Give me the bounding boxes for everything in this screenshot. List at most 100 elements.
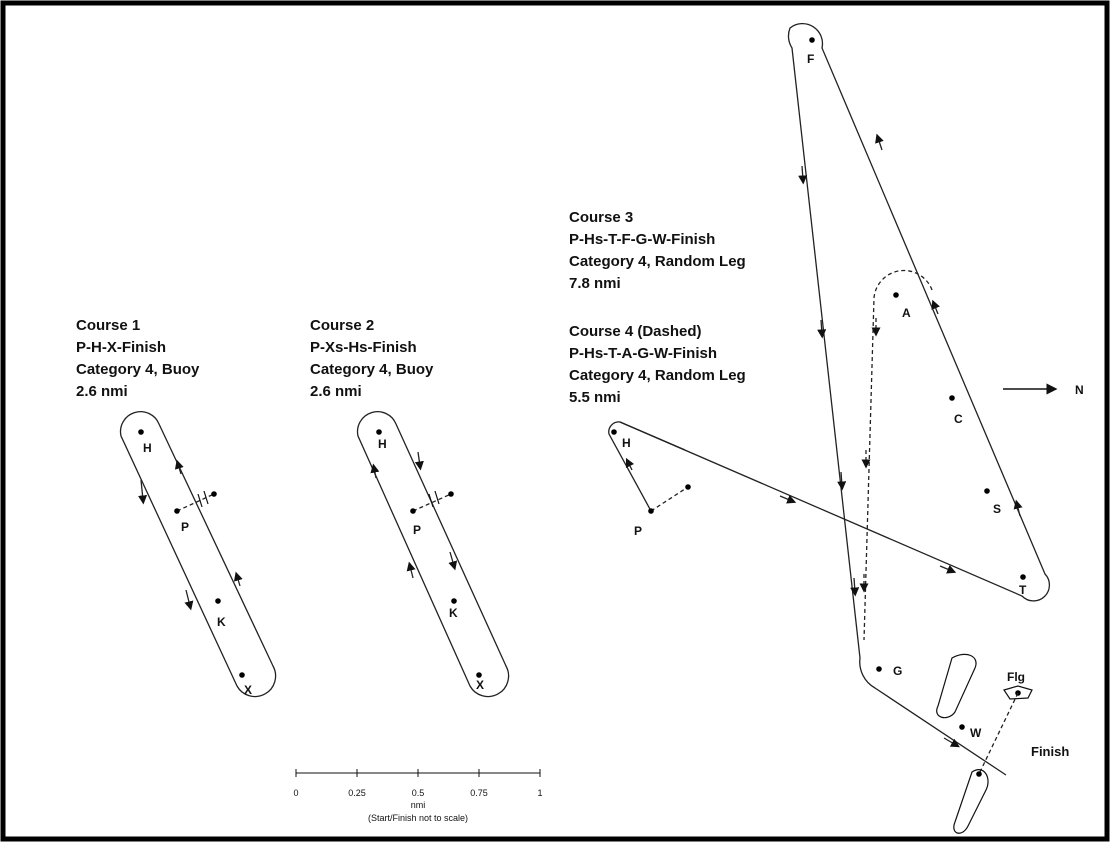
mark-p [174, 508, 180, 514]
mark-c-label: C [954, 412, 963, 426]
course-1-track [119, 411, 277, 698]
finish-pin [976, 771, 982, 777]
mark-w-label: W [970, 726, 982, 740]
course-4-category: Category 4, Random Leg [569, 367, 746, 384]
mark-a [893, 292, 899, 298]
course-3-arrow [875, 133, 884, 151]
course-3-arrow [939, 565, 957, 574]
course-3-4-diagram: Course 3 P-Hs-T-F-G-W-Finish Category 4,… [569, 22, 1084, 834]
mark-c [949, 395, 955, 401]
course-3-route: P-Hs-T-F-G-W-Finish [569, 231, 715, 248]
mark-a-label: A [902, 306, 911, 320]
course-3-title: Course 3 [569, 209, 633, 226]
course-1-arrow [138, 479, 148, 505]
course-1-start-tick [203, 490, 209, 505]
finish-line [978, 692, 1019, 775]
mark-s-label: S [993, 502, 1001, 516]
mark-g [876, 666, 882, 672]
course-1-distance: 2.6 nmi [76, 383, 128, 400]
scale-bar: 0 0.25 0.5 0.75 1 nmi (Start/Finish not … [293, 769, 543, 823]
course-3-arrow [850, 577, 860, 597]
mark-h-label: H [378, 437, 387, 451]
finish-label: Finish [1031, 744, 1069, 759]
scale-unit: nmi [411, 800, 426, 810]
mark-t [1020, 574, 1026, 580]
course-2-route: P-Xs-Hs-Finish [310, 339, 417, 356]
course-1-category: Category 4, Buoy [76, 361, 200, 378]
mark-p-label: P [634, 524, 642, 538]
mark-p [648, 508, 654, 514]
course-4-track [863, 269, 933, 641]
mark-p-label: P [181, 520, 189, 534]
course-3-arrow [625, 457, 635, 471]
mark-t-label: T [1019, 583, 1027, 597]
course-1-arrow [233, 571, 243, 587]
scale-tick-label: 1 [537, 788, 542, 798]
island-north [936, 653, 977, 719]
course-2-start-tick [428, 493, 434, 508]
mark-h-label: H [622, 436, 631, 450]
course-4-route: P-Hs-T-A-G-W-Finish [569, 345, 717, 362]
mark-p-pin [211, 491, 217, 497]
north-label: N [1075, 383, 1084, 397]
mark-k-label: K [217, 615, 226, 629]
course-3-arrow [817, 319, 827, 339]
scale-tick-label: 0 [293, 788, 298, 798]
scale-note: (Start/Finish not to scale) [368, 813, 468, 823]
mark-k-label: K [449, 606, 458, 620]
course-3-arrow [1013, 499, 1023, 517]
course-2-arrow [448, 551, 458, 571]
course-3-start-line [650, 486, 689, 512]
course-2-track [356, 411, 510, 698]
mark-g-label: G [893, 664, 902, 678]
mark-p-label: P [413, 523, 421, 537]
course-2-title: Course 2 [310, 317, 374, 334]
mark-h-label: H [143, 441, 152, 455]
mark-x [239, 672, 245, 678]
mark-p [410, 508, 416, 514]
course-3-track [619, 22, 1051, 776]
scale-tick-label: 0.5 [412, 788, 425, 798]
course-1-route: P-H-X-Finish [76, 339, 166, 356]
island-south [953, 769, 989, 834]
course-1-title: Course 1 [76, 317, 140, 334]
mark-p-pin [448, 491, 454, 497]
mark-f [809, 37, 815, 43]
course-1-arrow [174, 459, 184, 475]
course-3-arrow [837, 471, 847, 491]
mark-h [611, 429, 617, 435]
course-2-distance: 2.6 nmi [310, 383, 362, 400]
mark-k [215, 598, 221, 604]
course-3-start-leg [608, 421, 686, 512]
course-2-diagram: Course 2 P-Xs-Hs-Finish Category 4, Buoy… [310, 317, 510, 698]
course-3-arrow [779, 495, 797, 504]
course-2-start-tick [434, 490, 440, 505]
mark-h [376, 429, 382, 435]
scale-tick-label: 0.25 [348, 788, 366, 798]
mark-h [138, 429, 144, 435]
mark-w [959, 724, 965, 730]
mark-k [451, 598, 457, 604]
course-2-arrow [406, 561, 416, 579]
course-1-start-tick [197, 493, 203, 508]
mark-s [984, 488, 990, 494]
mark-x [476, 672, 482, 678]
course-3-arrow [943, 737, 960, 748]
course-1-diagram: Course 1 P-H-X-Finish Category 4, Buoy 2… [76, 317, 277, 698]
course-4-title: Course 4 (Dashed) [569, 323, 702, 340]
course-2-arrow [414, 451, 424, 471]
course-3-category: Category 4, Random Leg [569, 253, 746, 270]
course-2-category: Category 4, Buoy [310, 361, 434, 378]
course-3-distance: 7.8 nmi [569, 275, 621, 292]
course-2-arrow [370, 463, 380, 479]
mark-x-label: X [244, 683, 252, 697]
course-1-arrow [184, 589, 194, 611]
course-3-arrow [798, 165, 808, 185]
course-3-arrow [931, 299, 940, 315]
mark-flg-label: Flg [1007, 670, 1025, 684]
mark-x-label: X [476, 678, 484, 692]
course-4-distance: 5.5 nmi [569, 389, 621, 406]
